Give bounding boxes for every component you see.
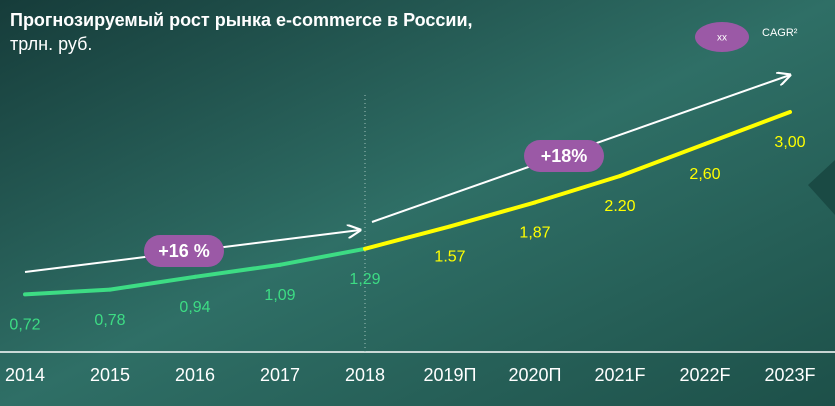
value-label: 1,29 xyxy=(349,271,380,288)
decor xyxy=(808,160,835,215)
x-tick-label: 2020П xyxy=(509,365,562,385)
line-segment xyxy=(448,200,537,229)
value-label: 0,72 xyxy=(9,317,40,334)
cagr-label: +16 % xyxy=(158,241,210,261)
value-label: 0,78 xyxy=(94,312,125,329)
x-tick-label: 2023F xyxy=(764,365,815,385)
value-label: 2.20 xyxy=(604,198,635,215)
legend-marker xyxy=(695,22,749,52)
cagr-label: +18% xyxy=(541,146,588,166)
value-label: 1.57 xyxy=(434,249,465,266)
line-segment xyxy=(23,287,112,297)
x-tick-label: 2021F xyxy=(594,365,645,385)
x-tick-label: 2016 xyxy=(175,365,215,385)
x-tick-label: 2015 xyxy=(90,365,130,385)
x-tick-label: 2018 xyxy=(345,365,385,385)
line-segment xyxy=(618,142,707,178)
cagr-pill xyxy=(524,140,604,172)
chart-title: Прогнозируемый рост рынка e-commerce в Р… xyxy=(10,10,473,30)
value-label: 1,87 xyxy=(519,225,550,242)
line-segment xyxy=(193,262,282,279)
legend-label: CAGR² xyxy=(762,27,798,39)
line-segment xyxy=(278,246,367,267)
x-tick-label: 2019П xyxy=(424,365,477,385)
legend-marker-text: xx xyxy=(717,33,727,44)
line-segment xyxy=(703,110,792,146)
chart-subtitle: трлн. руб. xyxy=(10,34,92,54)
x-tick-label: 2017 xyxy=(260,365,300,385)
value-label: 1,09 xyxy=(264,287,295,304)
line-segment xyxy=(363,224,452,251)
value-label: 0,94 xyxy=(179,299,210,316)
value-label: 3,00 xyxy=(774,134,805,151)
line-segment xyxy=(533,174,622,205)
value-label: 2,60 xyxy=(689,166,720,183)
line-segment xyxy=(108,274,197,292)
cagr-pill xyxy=(144,235,224,267)
x-tick-label: 2014 xyxy=(5,365,45,385)
x-tick-label: 2022F xyxy=(679,365,730,385)
